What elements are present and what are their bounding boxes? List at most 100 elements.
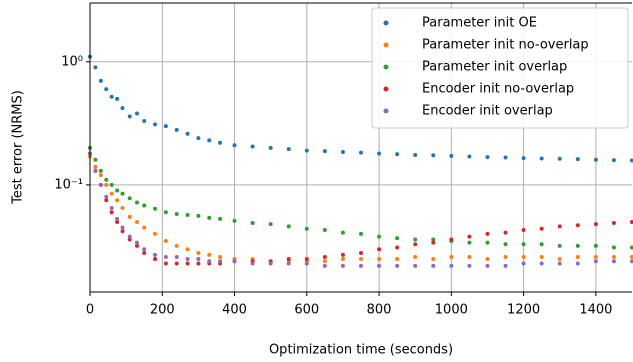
point <box>359 263 363 268</box>
point <box>196 213 201 218</box>
point <box>413 237 418 242</box>
point <box>153 206 158 211</box>
point <box>611 259 616 264</box>
point <box>185 247 190 252</box>
point <box>268 261 273 266</box>
point <box>593 157 598 162</box>
point <box>115 216 120 221</box>
point <box>449 254 454 259</box>
point <box>304 148 309 153</box>
point <box>611 221 616 226</box>
point <box>115 219 120 224</box>
point <box>127 114 132 119</box>
point <box>134 219 139 224</box>
axis-frame <box>89 3 632 293</box>
point <box>575 157 580 162</box>
point <box>630 245 633 250</box>
x-tick-label: 200 <box>150 303 175 318</box>
x-tick-label: 0 <box>86 303 94 318</box>
point <box>153 252 158 257</box>
point <box>174 243 179 248</box>
point <box>268 145 273 150</box>
point <box>340 150 345 155</box>
point <box>134 240 139 245</box>
point <box>359 257 363 262</box>
point <box>431 257 436 262</box>
point <box>115 188 120 193</box>
point <box>109 205 114 210</box>
point <box>503 254 508 259</box>
point <box>485 231 490 236</box>
x-tick-label: 1200 <box>507 303 540 318</box>
point <box>521 261 526 266</box>
point <box>153 122 158 127</box>
point <box>93 157 98 162</box>
legend-box <box>371 7 629 129</box>
y-axis-label: Test error (NRMS) <box>11 90 26 205</box>
point <box>174 127 179 132</box>
point <box>286 261 291 266</box>
point <box>575 223 580 228</box>
point <box>377 234 382 239</box>
point <box>207 138 212 143</box>
point <box>503 155 508 160</box>
point <box>120 205 125 210</box>
point <box>322 254 327 259</box>
x-axis-label: Optimization time (seconds) <box>269 343 453 358</box>
point <box>196 136 201 141</box>
point <box>485 263 490 268</box>
point <box>539 254 544 259</box>
point <box>127 234 132 239</box>
point <box>185 257 190 262</box>
point <box>196 261 201 266</box>
point <box>304 261 309 266</box>
point <box>93 168 98 173</box>
point <box>104 194 109 199</box>
point <box>539 226 544 231</box>
point <box>174 212 179 217</box>
legend-label: Parameter init OE <box>422 16 537 31</box>
point <box>207 259 212 264</box>
point <box>98 182 103 187</box>
point <box>134 200 139 205</box>
point <box>153 231 158 236</box>
point <box>163 254 168 259</box>
point <box>120 191 125 196</box>
point <box>395 257 400 262</box>
point <box>127 214 132 219</box>
point <box>377 151 382 156</box>
point <box>431 263 436 268</box>
legend-marker <box>383 86 389 92</box>
point <box>340 230 345 235</box>
legend-marker <box>383 20 389 26</box>
point <box>185 261 190 266</box>
point <box>218 259 223 264</box>
point <box>104 182 109 187</box>
point <box>127 196 132 201</box>
point <box>431 240 436 245</box>
point <box>340 263 345 268</box>
point <box>109 191 114 196</box>
point <box>120 229 125 234</box>
point <box>232 143 237 148</box>
point <box>98 78 103 83</box>
point <box>630 219 633 224</box>
point <box>630 158 633 163</box>
point <box>250 221 255 226</box>
legend-marker <box>383 42 389 48</box>
point <box>142 247 147 252</box>
y-tick-label: 10⁻¹ <box>54 177 83 192</box>
point <box>395 245 400 250</box>
legend-label: Parameter init overlap <box>422 60 567 75</box>
point <box>120 225 125 230</box>
point <box>142 203 147 208</box>
point <box>127 237 132 242</box>
point <box>163 261 168 266</box>
point <box>163 124 168 129</box>
point <box>250 261 255 266</box>
point <box>485 155 490 160</box>
point <box>109 182 114 187</box>
point <box>286 147 291 152</box>
point <box>268 222 273 227</box>
